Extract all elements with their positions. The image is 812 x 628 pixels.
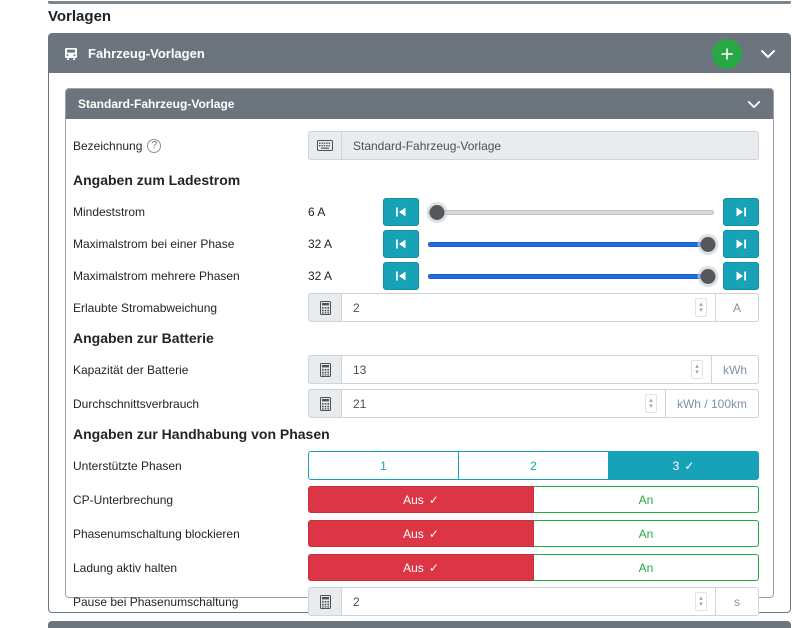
max-mehrere-phasen-label: Maximalstrom mehrere Phasen [73,268,240,283]
verbrauch-field[interactable] [342,389,666,418]
number-spinner[interactable] [644,394,657,413]
skip-to-min-button[interactable] [383,197,419,226]
pause-label: Pause bei Phasenumschaltung [73,594,239,609]
skip-to-max-button[interactable] [723,197,759,226]
add-template-button[interactable] [712,38,742,69]
bezeichnung-input[interactable] [353,138,750,153]
chevron-down-icon[interactable] [760,49,776,59]
phasen-label: Unterstützte Phasen [73,458,182,473]
cp-on-button[interactable]: An [534,486,759,513]
previous-panel-edge [48,1,791,4]
verbrauch-input[interactable] [353,396,645,411]
aktiv-label: Ladung aktiv halten [73,560,178,575]
panel-body: Standard-Fahrzeug-Vorlage Bezeichnung ? [49,73,790,616]
verbrauch-label: Durchschnittsverbrauch [73,396,200,411]
mindeststrom-slider[interactable] [428,198,714,226]
check-icon: ✓ [428,560,439,575]
cp-row: CP-Unterbrechung Aus ✓ An [73,485,759,514]
calculator-icon [308,587,342,616]
block-row: Phasenumschaltung blockieren Aus ✓ An [73,519,759,548]
skip-to-max-button[interactable] [723,261,759,290]
page-title: Vorlagen [48,8,112,25]
kapazitaet-field[interactable] [342,355,712,384]
max-eine-phase-label: Maximalstrom bei einer Phase [73,236,235,251]
kapazitaet-label: Kapazität der Batterie [73,362,189,377]
phase-option-1[interactable]: 1 [308,451,459,480]
cp-toggle: Aus ✓ An [308,486,759,513]
bezeichnung-field[interactable] [342,131,759,160]
pause-field[interactable] [342,587,716,616]
calculator-icon [308,389,342,418]
stromabweichung-label: Erlaubte Stromabweichung [73,300,218,315]
keyboard-icon [308,131,342,160]
panel-title: Fahrzeug-Vorlagen [88,46,205,61]
template-card-header[interactable]: Standard-Fahrzeug-Vorlage [66,89,773,119]
kapazitaet-row: Kapazität der Batterie kWh [73,355,759,384]
block-label: Phasenumschaltung blockieren [73,526,240,541]
block-off-button[interactable]: Aus ✓ [308,520,534,547]
block-toggle: Aus ✓ An [308,520,759,547]
template-card: Standard-Fahrzeug-Vorlage Bezeichnung ? [65,88,774,616]
aktiv-row: Ladung aktiv halten Aus ✓ An [73,553,759,582]
max-eine-phase-value: 32 A [308,236,333,251]
skip-to-min-button[interactable] [383,229,419,258]
calculator-icon [308,293,342,322]
number-spinner[interactable] [695,298,707,317]
bezeichnung-label: Bezeichnung [73,138,143,153]
phase-option-2[interactable]: 2 [459,451,609,480]
check-icon: ✓ [428,526,439,541]
number-spinner[interactable] [691,360,703,379]
verbrauch-unit: kWh / 100km [664,389,759,418]
verbrauch-row: Durchschnittsverbrauch kWh / 100km [73,389,759,418]
pause-input[interactable] [353,594,695,609]
max-eine-phase-slider[interactable] [428,230,716,258]
phasen-row: Unterstützte Phasen 1 2 3 ✓ [73,451,759,480]
bezeichnung-row: Bezeichnung ? [73,131,759,160]
block-on-button[interactable]: An [534,520,759,547]
phase-option-3[interactable]: 3 ✓ [609,451,759,480]
aktiv-toggle: Aus ✓ An [308,554,759,581]
mindeststrom-row: Mindeststrom 6 A [73,197,759,226]
stromabweichung-input[interactable] [353,300,695,315]
slider-thumb[interactable] [429,204,445,220]
kapazitaet-unit: kWh [711,355,759,384]
chevron-down-icon[interactable] [747,100,761,109]
slider-thumb[interactable] [700,236,716,252]
vehicle-templates-panel: Fahrzeug-Vorlagen Standard-Fahrzeug-Vorl… [48,33,791,616]
vehicle-templates-header[interactable]: Fahrzeug-Vorlagen [49,34,790,73]
max-mehrere-phasen-row: Maximalstrom mehrere Phasen 32 A [73,261,759,290]
mindeststrom-value: 6 A [308,204,326,219]
stromabweichung-row: Erlaubte Stromabweichung A [73,293,759,322]
aktiv-off-button[interactable]: Aus ✓ [308,554,534,581]
pause-row: Pause bei Phasenumschaltung s [73,587,759,616]
stromabweichung-unit: A [715,293,759,322]
template-title: Standard-Fahrzeug-Vorlage [78,97,235,111]
skip-to-min-button[interactable] [383,261,419,290]
phases-segmented-control: 1 2 3 ✓ [308,451,759,480]
check-icon: ✓ [428,492,439,507]
calculator-icon [308,355,342,384]
cp-label: CP-Unterbrechung [73,492,174,507]
section-phasen: Angaben zur Handhabung von Phasen [73,426,330,442]
max-mehrere-phasen-slider[interactable] [428,262,716,290]
kapazitaet-input[interactable] [353,362,691,377]
skip-to-max-button[interactable] [723,229,759,258]
max-eine-phase-row: Maximalstrom bei einer Phase 32 A [73,229,759,258]
check-icon: ✓ [684,458,695,473]
template-form: Bezeichnung ? Angabe [66,119,773,628]
section-ladestrom: Angaben zum Ladestrom [73,172,241,188]
max-mehrere-phasen-value: 32 A [308,268,333,283]
number-spinner[interactable] [695,592,707,611]
mindeststrom-label: Mindeststrom [73,204,146,219]
slider-thumb[interactable] [700,268,716,284]
pause-unit: s [715,587,759,616]
cp-off-button[interactable]: Aus ✓ [308,486,534,513]
section-batterie: Angaben zur Batterie [73,330,214,346]
next-panel-header-partial[interactable] [48,621,791,628]
aktiv-on-button[interactable]: An [534,554,759,581]
vehicle-icon [63,47,79,61]
help-icon[interactable]: ? [147,138,162,153]
stromabweichung-field[interactable] [342,293,716,322]
